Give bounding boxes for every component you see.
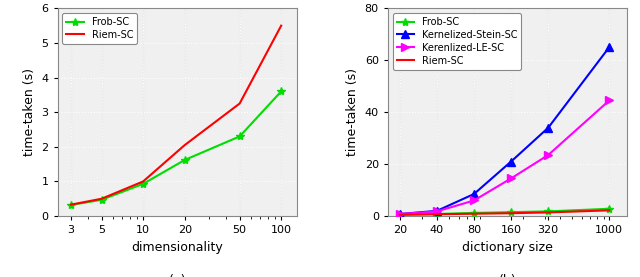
Riem-SC <box>433 212 441 216</box>
Kerenlized-LE-SC <box>396 212 404 216</box>
Riem-SC <box>277 24 285 27</box>
Line: Kernelized-Stein-SC: Kernelized-Stein-SC <box>396 43 613 218</box>
Frob-SC <box>605 207 613 211</box>
Frob-SC <box>277 90 285 93</box>
Riem-SC <box>545 211 552 214</box>
Line: Riem-SC: Riem-SC <box>71 26 281 205</box>
Riem-SC <box>181 143 189 147</box>
Line: Frob-SC: Frob-SC <box>67 87 285 209</box>
Line: Frob-SC: Frob-SC <box>396 205 613 219</box>
Frob-SC <box>433 212 441 216</box>
Riem-SC <box>605 209 613 212</box>
Frob-SC <box>470 211 478 215</box>
Frob-SC <box>67 203 75 207</box>
Frob-SC <box>396 213 404 216</box>
Kernelized-Stein-SC <box>508 160 515 163</box>
Kernelized-Stein-SC <box>470 192 478 196</box>
X-axis label: dimensionality: dimensionality <box>131 241 223 254</box>
Frob-SC <box>508 211 515 214</box>
Y-axis label: time-taken (s): time-taken (s) <box>23 68 36 156</box>
Frob-SC <box>98 198 106 201</box>
Riem-SC <box>508 212 515 215</box>
Riem-SC <box>470 212 478 216</box>
Kerenlized-LE-SC <box>470 199 478 202</box>
Frob-SC <box>181 158 189 162</box>
X-axis label: dictionary size: dictionary size <box>462 241 553 254</box>
Legend: Frob-SC, Kernelized-Stein-SC, Kerenlized-LE-SC, Riem-SC: Frob-SC, Kernelized-Stein-SC, Kerenlized… <box>393 13 522 70</box>
Kernelized-Stein-SC <box>396 212 404 216</box>
Riem-SC <box>236 102 243 105</box>
Riem-SC <box>396 213 404 216</box>
Frob-SC <box>140 182 147 186</box>
Kerenlized-LE-SC <box>605 99 613 102</box>
Y-axis label: time-taken (s): time-taken (s) <box>346 68 359 156</box>
Legend: Frob-SC, Riem-SC: Frob-SC, Riem-SC <box>63 13 137 44</box>
Kernelized-Stein-SC <box>605 46 613 49</box>
Line: Riem-SC: Riem-SC <box>400 210 609 215</box>
Text: (a): (a) <box>168 274 186 277</box>
Frob-SC <box>545 210 552 213</box>
Riem-SC <box>140 180 147 183</box>
Riem-SC <box>67 203 75 206</box>
Line: Kerenlized-LE-SC: Kerenlized-LE-SC <box>396 96 613 218</box>
Kerenlized-LE-SC <box>508 177 515 180</box>
Kernelized-Stein-SC <box>545 126 552 129</box>
Kerenlized-LE-SC <box>545 153 552 157</box>
Kernelized-Stein-SC <box>433 209 441 212</box>
Kerenlized-LE-SC <box>433 210 441 213</box>
Frob-SC <box>236 135 243 138</box>
Text: (b): (b) <box>499 274 516 277</box>
Riem-SC <box>98 197 106 201</box>
